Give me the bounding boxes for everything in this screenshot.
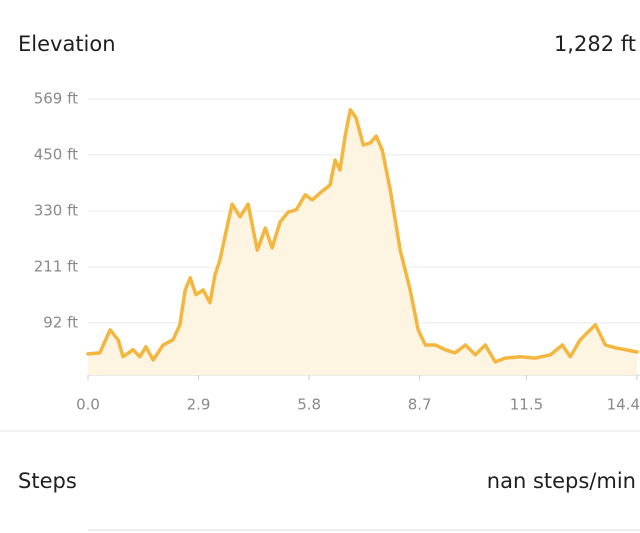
y-tick-label: 330 ft [34,202,78,220]
elevation-line [86,108,639,364]
section-title: Elevation [18,32,116,56]
x-tick-label: 0.0 [76,396,100,414]
section-value: 1,282 ft [554,32,636,56]
x-tick-label: 2.9 [187,396,211,414]
area-fill [88,109,637,376]
x-tick-label: 5.8 [297,396,321,414]
x-tick-label: 14.4 [607,396,640,414]
x-tick-label: 11.5 [510,396,543,414]
y-tick-label: 450 ft [34,145,78,163]
x-tick-label: 8.7 [408,396,432,414]
y-tick-label: 92 ft [43,313,78,331]
y-tick-label: 569 ft [34,90,78,108]
section-value: nan steps/min [487,469,636,493]
y-tick-label: 211 ft [34,258,78,276]
section-title: Steps [18,469,77,493]
